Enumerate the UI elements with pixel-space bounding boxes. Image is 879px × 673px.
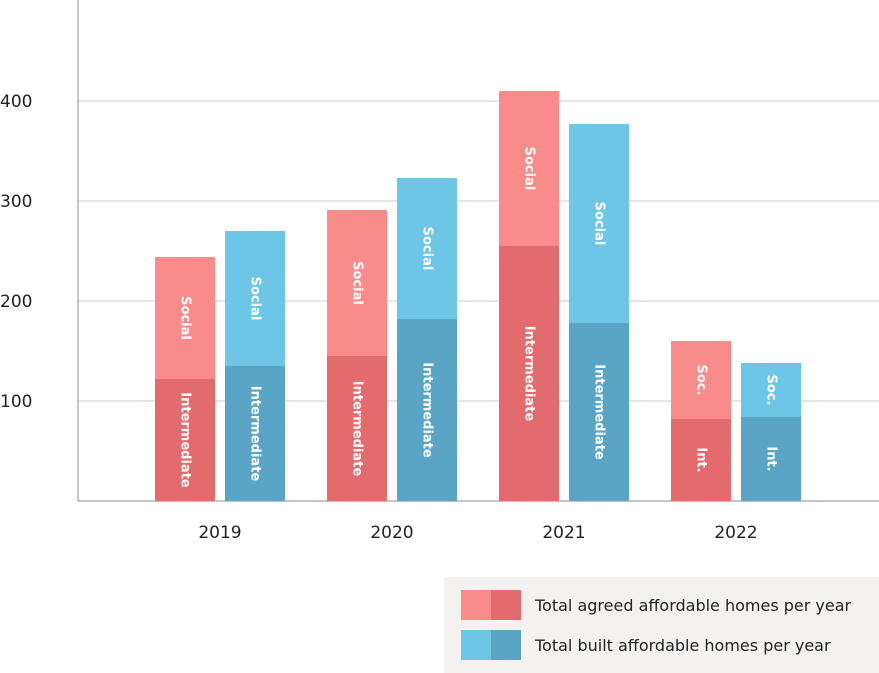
- x-tick-label: 2022: [714, 523, 757, 543]
- legend-label-agreed: Total agreed affordable homes per year: [534, 596, 852, 615]
- legend-label-built: Total built affordable homes per year: [534, 636, 831, 655]
- segment-label-built-intermediate-2019: Intermediate: [248, 386, 263, 482]
- bar-agreed-social-2021: [499, 91, 559, 246]
- x-tick-label: 2020: [370, 523, 413, 543]
- legend-swatch-agreed-intermediate: [491, 590, 521, 620]
- bar-built-social-2019: [225, 231, 285, 366]
- bar-agreed-social-2019: [155, 257, 215, 379]
- bar-built-social-2020: [397, 178, 457, 319]
- segment-label-agreed-intermediate-2021: Intermediate: [522, 326, 537, 422]
- legend-swatch-agreed-social: [461, 590, 491, 620]
- segment-label-built-social-2022: Soc.: [764, 375, 779, 406]
- legend: Total agreed affordable homes per year T…: [444, 577, 879, 673]
- y-tick-label: 100: [0, 392, 32, 412]
- bar-agreed-intermediate-2019: [155, 379, 215, 501]
- bar-built-intermediate-2021: [569, 323, 629, 501]
- bar-agreed-intermediate-2021: [499, 246, 559, 501]
- bar-built-social-2022: [741, 363, 801, 417]
- segment-label-built-intermediate-2020: Intermediate: [420, 362, 435, 458]
- bar-built-social-2021: [569, 124, 629, 323]
- segment-label-agreed-social-2019: Social: [178, 296, 193, 340]
- legend-swatch-built-intermediate: [491, 630, 521, 660]
- bar-agreed-social-2022: [671, 341, 731, 419]
- x-tick-label: 2021: [542, 523, 585, 543]
- segment-labels: Intermediate Social Intermediate Social Inte…: [178, 147, 779, 488]
- segment-label-agreed-social-2020: Social: [350, 261, 365, 305]
- segment-label-agreed-social-2022: Soc.: [694, 365, 709, 396]
- y-tick-label: 300: [0, 192, 32, 212]
- segment-label-built-intermediate-2022: Int.: [764, 446, 779, 471]
- bars: [155, 91, 801, 501]
- bar-agreed-intermediate-2020: [327, 356, 387, 501]
- x-tick-label: 2019: [198, 523, 241, 543]
- segment-label-built-social-2020: Social: [420, 227, 435, 271]
- segment-label-agreed-intermediate-2020: Intermediate: [350, 381, 365, 477]
- y-tick-label: 400: [0, 92, 32, 112]
- bar-agreed-social-2020: [327, 210, 387, 356]
- legend-swatch-built-social: [461, 630, 491, 660]
- segment-label-agreed-intermediate-2022: Int.: [694, 447, 709, 472]
- bar-built-intermediate-2019: [225, 366, 285, 501]
- y-tick-label: 200: [0, 292, 32, 312]
- bar-built-intermediate-2022: [741, 417, 801, 501]
- segment-label-built-social-2019: Social: [248, 277, 263, 321]
- segment-label-built-intermediate-2021: Intermediate: [592, 364, 607, 460]
- segment-label-built-social-2021: Social: [592, 202, 607, 246]
- segment-label-agreed-social-2021: Social: [522, 147, 537, 191]
- bar-agreed-intermediate-2022: [671, 419, 731, 501]
- segment-label-agreed-intermediate-2019: Intermediate: [178, 392, 193, 488]
- bar-built-intermediate-2020: [397, 319, 457, 501]
